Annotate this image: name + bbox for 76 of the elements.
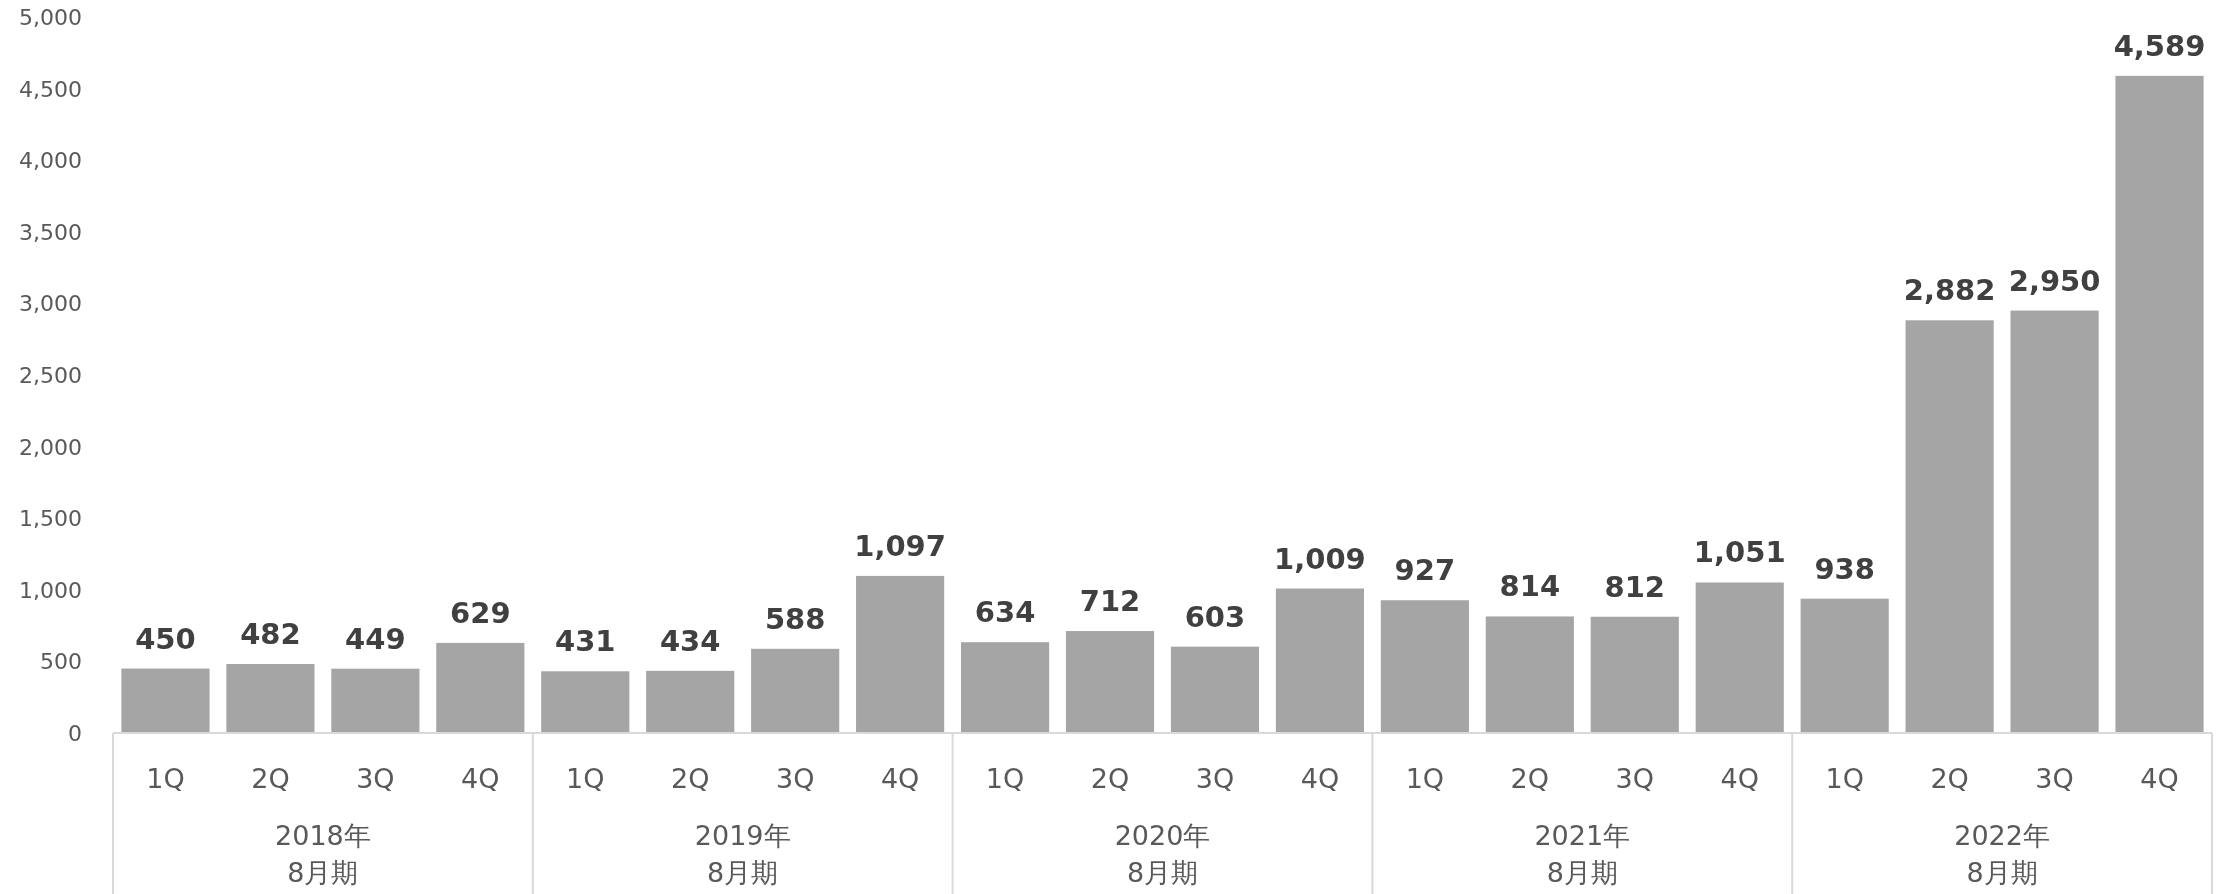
data-label: 434: [659, 623, 721, 658]
bar: [646, 670, 735, 733]
bar: [1800, 598, 1889, 733]
bar: [1590, 616, 1679, 733]
bar: [961, 642, 1050, 733]
bar: [226, 663, 315, 733]
data-label: 449: [345, 621, 406, 656]
text: 2018年 8月期: [275, 820, 371, 888]
data-label: 450: [135, 621, 196, 656]
x-tick-label: 3Q: [775, 763, 815, 794]
x-tick-label: 4Q: [880, 763, 920, 794]
x-tick-label: 2Q: [1510, 763, 1550, 794]
data-label: 1,097: [854, 528, 946, 563]
text: 2022年 8月期: [1954, 820, 2050, 888]
x-tick-label: 3Q: [356, 763, 395, 794]
bar: [1905, 320, 1994, 733]
y-tick-label: 500: [40, 649, 82, 675]
bar: [751, 648, 840, 733]
y-tick-label: 3,000: [19, 291, 82, 317]
text: 2020年 8月期: [1114, 820, 1211, 888]
x-tick-label: 2Q: [671, 763, 710, 794]
bar: [121, 668, 210, 733]
data-label: 712: [1079, 584, 1141, 619]
x-tick-label: 1Q: [146, 763, 185, 794]
data-label: 814: [1499, 569, 1561, 604]
bar: [1275, 588, 1365, 733]
y-tick-label: 4,000: [19, 148, 82, 174]
data-label: 588: [764, 601, 826, 636]
y-tick-label: 1,000: [19, 577, 82, 603]
bar: [1380, 600, 1469, 733]
bar: [541, 671, 630, 733]
bar: [331, 668, 420, 733]
data-label: 812: [1604, 569, 1666, 604]
x-tick-label: 4Q: [2140, 763, 2179, 794]
y-tick-label: 5,000: [19, 5, 82, 30]
data-label: 1,009: [1274, 541, 1366, 576]
x-tick-label: 1Q: [985, 763, 1025, 794]
y-tick-label: 2,500: [19, 363, 82, 388]
data-label: 634: [974, 595, 1036, 630]
x-tick-label: 4Q: [1720, 763, 1759, 794]
data-label: 4,589: [2113, 28, 2206, 63]
x-tick-label: 2Q: [251, 763, 290, 794]
x-tick-label: 3Q: [1615, 763, 1654, 794]
y-tick-label: 1,500: [19, 506, 82, 532]
x-tick-label: 2Q: [1090, 763, 1130, 794]
bar: [1170, 646, 1260, 733]
text: 2019年 8月期: [694, 820, 791, 888]
data-label: 938: [1814, 551, 1875, 586]
bar: [856, 575, 945, 733]
bar: [1695, 582, 1784, 733]
x-tick-label: 1Q: [1825, 763, 1864, 794]
data-label: 2,950: [2008, 263, 2101, 298]
y-tick-label: 0: [68, 721, 82, 746]
data-label: 482: [240, 616, 301, 651]
x-tick-label: 3Q: [2035, 763, 2074, 794]
bar: [1485, 616, 1574, 733]
x-tick-label: 4Q: [461, 763, 500, 794]
bar: [2010, 310, 2099, 733]
x-tick-label: 2Q: [1930, 763, 1969, 794]
data-label: 2,882: [1903, 273, 1996, 308]
bar: [1065, 631, 1155, 733]
bar: [2115, 75, 2204, 733]
data-label: 927: [1394, 553, 1456, 588]
y-tick-label: 2,000: [19, 434, 82, 460]
y-tick-label: 4,500: [19, 76, 82, 102]
y-tick-label: 3,500: [19, 219, 82, 245]
x-tick-label: 1Q: [1405, 763, 1445, 794]
x-tick-label: 4Q: [1300, 763, 1340, 794]
bar: [436, 642, 525, 733]
x-tick-label: 1Q: [566, 763, 605, 794]
data-label: 431: [555, 624, 616, 659]
data-label: 629: [450, 595, 511, 630]
data-label: 603: [1184, 599, 1246, 634]
x-tick-label: 3Q: [1195, 763, 1235, 794]
data-label: 1,051: [1693, 535, 1786, 570]
text: 2021年 8月期: [1534, 820, 1631, 888]
